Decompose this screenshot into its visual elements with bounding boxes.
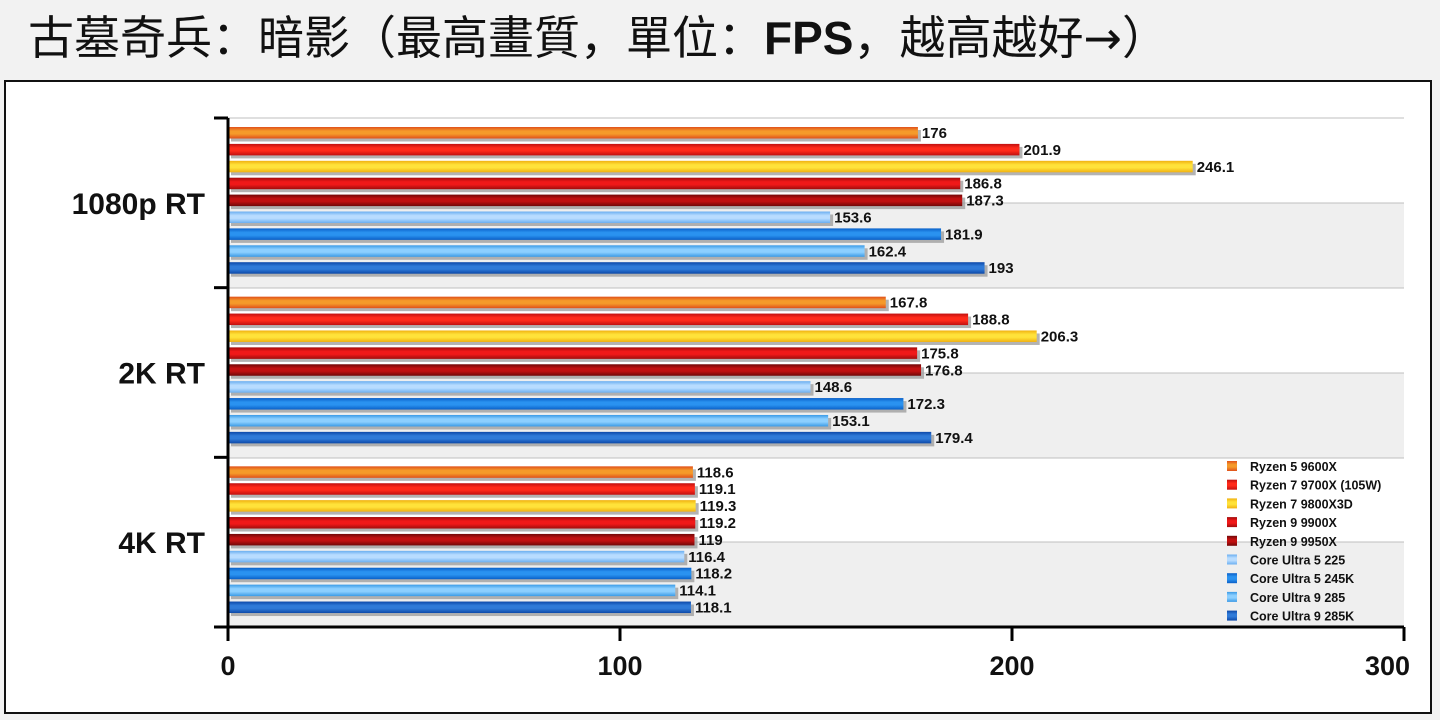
page-title: 古墓奇兵：暗影（最高畫質，單位：FPS，越高越好→）: [28, 8, 1168, 68]
data-label: 186.8: [964, 176, 1002, 193]
bar: [228, 330, 1037, 342]
legend-entry: Ryzen 7 9800X3D: [1250, 497, 1353, 511]
legend-swatch: [1227, 517, 1237, 528]
bar: [228, 550, 685, 563]
legend-swatch: [1227, 610, 1237, 621]
legend-swatch: [1227, 498, 1237, 509]
bar: [228, 347, 918, 359]
x-tick-label: 300: [1365, 651, 1410, 681]
data-label: 118.6: [697, 464, 734, 481]
bar: [228, 194, 963, 207]
bar: [228, 143, 1020, 156]
data-label: 119.1: [699, 481, 736, 498]
data-label: 176: [922, 125, 947, 142]
bar: [228, 296, 886, 309]
data-label: 114.1: [679, 583, 716, 600]
bar: [228, 584, 676, 597]
legend-entry: Ryzen 9 9900X: [1250, 516, 1338, 530]
legend-swatch: [1227, 535, 1237, 546]
bar: [228, 381, 811, 393]
bar: [228, 567, 692, 580]
data-label: 176.8: [925, 362, 963, 379]
data-label: 193: [989, 260, 1014, 277]
legend-swatch: [1227, 461, 1237, 471]
bar: [228, 127, 918, 139]
legend-swatch: [1227, 591, 1237, 602]
bar: [228, 517, 696, 529]
data-label: 167.8: [890, 295, 928, 312]
bar: [228, 177, 961, 190]
category-label: 4K RT: [118, 527, 205, 560]
data-label: 187.3: [966, 193, 1004, 210]
bar: [228, 262, 985, 274]
bar: [228, 483, 695, 495]
bar: [228, 228, 942, 240]
legend-swatch: [1227, 573, 1237, 584]
data-label: 153.6: [834, 210, 872, 227]
legend-entry: Ryzen 9 9950X: [1250, 535, 1338, 549]
data-label: 246.1: [1197, 159, 1235, 176]
data-label: 119.2: [699, 515, 736, 532]
data-label: 175.8: [921, 345, 959, 362]
data-label: 172.3: [907, 396, 945, 413]
x-tick-label: 0: [220, 651, 235, 681]
bar: [228, 431, 932, 444]
data-label: 153.1: [832, 413, 870, 430]
data-label: 206.3: [1041, 328, 1079, 345]
bar: [228, 414, 829, 427]
bar: [228, 211, 831, 223]
category-label: 2K RT: [118, 358, 205, 391]
data-label: 118.1: [695, 600, 732, 617]
data-label: 116.4: [688, 549, 725, 566]
x-tick-label: 100: [597, 651, 642, 681]
bar: [228, 500, 696, 512]
bar: [228, 601, 691, 614]
data-label: 201.9: [1023, 142, 1061, 159]
data-label: 188.8: [972, 312, 1010, 329]
data-label: 179.4: [935, 430, 973, 447]
title-part-2: ，越高越好→）: [853, 11, 1169, 65]
legend-entry: Core Ultra 5 245K: [1250, 572, 1354, 586]
bar: [228, 398, 904, 410]
data-label: 162.4: [869, 243, 907, 260]
legend-swatch: [1227, 479, 1237, 490]
data-label: 118.2: [695, 566, 732, 583]
data-label: 181.9: [945, 226, 983, 243]
bar: [228, 313, 969, 326]
data-label: 148.6: [815, 379, 853, 396]
data-label: 119.3: [700, 498, 737, 515]
category-label: 1080p RT: [72, 188, 205, 221]
legend-entry: Ryzen 5 9600X: [1250, 460, 1338, 474]
title-part-1: 古墓奇兵：暗影（最高畫質，單位：: [28, 11, 764, 65]
bar: [228, 160, 1193, 173]
title-part-fps: FPS: [764, 12, 854, 64]
legend-entry: Core Ultra 5 225: [1250, 554, 1345, 568]
title-bar: 古墓奇兵：暗影（最高畫質，單位：FPS，越高越好→）: [0, 0, 1440, 78]
legend-entry: Core Ultra 9 285: [1250, 591, 1345, 605]
bar: [228, 364, 922, 376]
bar: [228, 466, 693, 478]
legend-entry: Ryzen 7 9700X (105W): [1250, 479, 1381, 493]
bar: [228, 533, 695, 546]
data-label: 119: [698, 532, 722, 549]
x-tick-label: 200: [989, 651, 1034, 681]
bar: [228, 245, 865, 257]
legend-entry: Core Ultra 9 285K: [1250, 610, 1354, 624]
legend-swatch: [1227, 554, 1237, 565]
